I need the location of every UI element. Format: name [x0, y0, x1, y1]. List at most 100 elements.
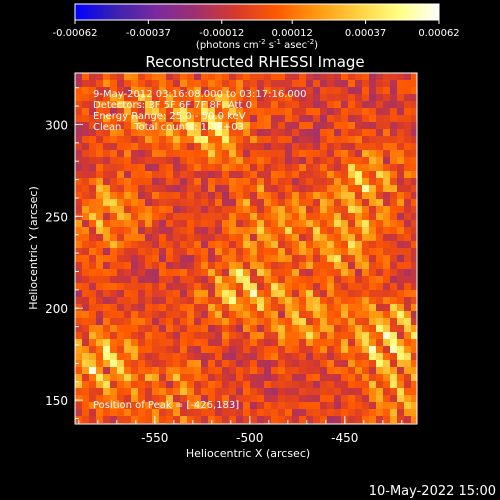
heatmap-cell: [236, 248, 243, 255]
heatmap-cell: [222, 353, 229, 360]
heatmap-cell: [96, 108, 103, 115]
heatmap-cell: [229, 199, 236, 206]
heatmap-cell: [222, 283, 229, 290]
heatmap-cell: [243, 241, 250, 248]
heatmap-cell: [285, 318, 292, 325]
heatmap-cell: [96, 220, 103, 227]
heatmap-cell: [117, 395, 124, 402]
heatmap-cell: [397, 248, 404, 255]
heatmap-cell: [320, 269, 327, 276]
heatmap-cell: [82, 157, 89, 164]
heatmap-cell: [285, 178, 292, 185]
heatmap-cell: [110, 122, 117, 129]
heatmap-cell: [180, 353, 187, 360]
heatmap-cell: [278, 129, 285, 136]
heatmap-cell: [243, 136, 250, 143]
heatmap-cell: [194, 416, 201, 423]
heatmap-cell: [404, 73, 411, 80]
heatmap-cell: [278, 213, 285, 220]
heatmap-cell: [299, 213, 306, 220]
heatmap-cell: [348, 241, 355, 248]
heatmap-cell: [117, 311, 124, 318]
heatmap-cell: [264, 381, 271, 388]
y-tick-label: 150: [45, 394, 68, 408]
heatmap-cell: [278, 192, 285, 199]
heatmap-cell: [173, 178, 180, 185]
heatmap-cell: [117, 416, 124, 423]
heatmap-cell: [257, 164, 264, 171]
heatmap-cell: [117, 290, 124, 297]
heatmap-cell: [194, 73, 201, 80]
heatmap-cell: [110, 199, 117, 206]
heatmap-cell: [292, 255, 299, 262]
heatmap-cell: [257, 234, 264, 241]
heatmap-cell: [138, 388, 145, 395]
heatmap-cell: [257, 157, 264, 164]
heatmap-cell: [180, 192, 187, 199]
heatmap-cell: [257, 94, 264, 101]
heatmap-cell: [250, 269, 257, 276]
heatmap-cell: [348, 206, 355, 213]
heatmap-cell: [320, 339, 327, 346]
heatmap-cell: [390, 73, 397, 80]
heatmap-cell: [152, 395, 159, 402]
heatmap-cell: [257, 332, 264, 339]
heatmap-cell: [334, 206, 341, 213]
heatmap-cell: [341, 318, 348, 325]
heatmap-cell: [82, 227, 89, 234]
heatmap-cell: [208, 87, 215, 94]
heatmap-cell: [376, 290, 383, 297]
heatmap-cell: [187, 87, 194, 94]
heatmap-cell: [138, 318, 145, 325]
heatmap-cell: [278, 269, 285, 276]
heatmap-cell: [327, 234, 334, 241]
heatmap-cell: [411, 248, 417, 255]
heatmap-cell: [348, 234, 355, 241]
heatmap-cell: [117, 157, 124, 164]
heatmap-cell: [271, 290, 278, 297]
heatmap-cell: [124, 283, 131, 290]
heatmap-cell: [166, 332, 173, 339]
heatmap-cell: [236, 192, 243, 199]
heatmap-cell: [215, 255, 222, 262]
heatmap-cell: [187, 318, 194, 325]
heatmap-cell: [159, 206, 166, 213]
heatmap-cell: [313, 178, 320, 185]
heatmap-cell: [383, 325, 390, 332]
heatmap-cell: [236, 388, 243, 395]
heatmap-cell: [376, 318, 383, 325]
heatmap-cell: [327, 290, 334, 297]
heatmap-cell: [250, 353, 257, 360]
heatmap-cell: [369, 339, 376, 346]
heatmap-cell: [327, 388, 334, 395]
heatmap-cell: [376, 346, 383, 353]
heatmap-cell: [138, 346, 145, 353]
heatmap-cell: [89, 353, 96, 360]
heatmap-cell: [110, 297, 117, 304]
heatmap-cell: [299, 388, 306, 395]
heatmap-cell: [334, 262, 341, 269]
heatmap-cell: [208, 325, 215, 332]
heatmap-cell: [236, 185, 243, 192]
heatmap-cell: [159, 220, 166, 227]
heatmap-cell: [194, 402, 201, 409]
heatmap-cell: [355, 381, 362, 388]
heatmap-cell: [299, 185, 306, 192]
heatmap-cell: [173, 318, 180, 325]
heatmap-cell: [96, 199, 103, 206]
heatmap-cell: [320, 164, 327, 171]
heatmap-cell: [124, 171, 131, 178]
heatmap-cell: [292, 122, 299, 129]
heatmap-cell: [138, 164, 145, 171]
heatmap-cell: [117, 248, 124, 255]
heatmap-cell: [229, 297, 236, 304]
heatmap-cell: [299, 234, 306, 241]
heatmap-cell: [390, 262, 397, 269]
heatmap-cell: [131, 297, 138, 304]
heatmap-cell: [180, 171, 187, 178]
heatmap-cell: [215, 269, 222, 276]
heatmap-cell: [313, 311, 320, 318]
heatmap-cell: [194, 143, 201, 150]
heatmap-cell: [397, 339, 404, 346]
heatmap-cell: [173, 73, 180, 80]
